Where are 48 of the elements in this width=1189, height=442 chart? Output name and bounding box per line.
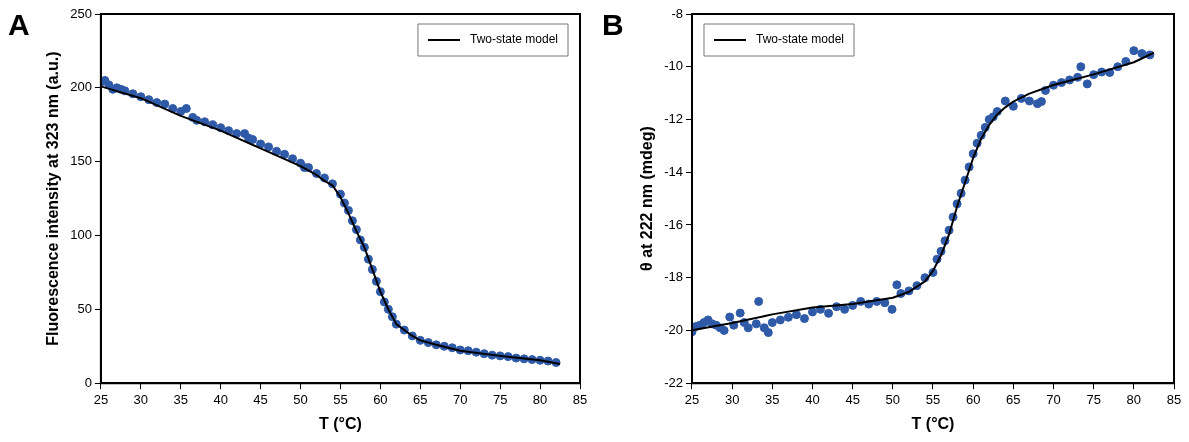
x-tick-label: 30 [724,391,740,407]
x-tick-label: 85 [1166,391,1182,407]
x-tick-label: 25 [684,391,700,407]
x-tick-label: 75 [492,391,508,407]
x-tick-label: 65 [1006,391,1021,407]
x-axis-title: T (°C) [319,414,362,432]
x-tick-label: 80 [1126,391,1142,407]
y-tick-label: -16 [664,216,683,232]
y-tick-label: -22 [664,374,683,390]
y-tick-label: -10 [664,58,683,74]
x-tick-label: 45 [253,391,268,407]
y-tick-label: 150 [70,153,92,169]
x-tick-label: 70 [1046,391,1061,407]
y-tick-label: -20 [664,322,683,338]
y-tick-label: 250 [70,5,92,21]
x-tick-label: 70 [452,391,468,407]
x-tick-label: 25 [93,391,109,407]
x-tick-label: 60 [965,391,981,407]
y-axis-title: θ at 222 nm (mdeg) [638,126,656,271]
x-tick-label: 80 [532,391,548,407]
x-tick-label: 35 [765,391,780,407]
y-axis-title: Fluorescence intensity at 323 nm (a.u.) [44,51,62,346]
x-axis-title: T (°C) [911,414,955,432]
x-tick-label: 60 [373,391,388,407]
y-tick-label: -8 [671,5,683,21]
y-tick-label: -14 [664,163,683,179]
x-tick-label: 85 [572,391,588,407]
y-tick-label: -12 [664,111,683,127]
y-tick-label: 50 [77,300,92,316]
x-tick-label: 40 [213,391,228,407]
x-tick-label: 55 [925,391,941,407]
legend-label: Two-state model [755,32,845,47]
y-tick-label: 200 [70,79,92,95]
x-tick-label: 50 [885,391,901,407]
y-tick-label: 100 [70,227,92,243]
y-tick-label: 0 [84,374,92,390]
x-tick-label: 75 [1086,391,1101,407]
x-tick-label: 30 [133,391,149,407]
text: A [8,8,30,42]
x-tick-label: 55 [333,391,348,407]
legend-label: Two-state model [469,32,559,47]
y-tick-label: -18 [664,269,683,285]
x-tick-label: 65 [413,391,428,407]
x-tick-label: 45 [845,391,860,407]
x-tick-label: 40 [805,391,820,407]
x-tick-label: 35 [173,391,188,407]
text: B [602,8,624,42]
x-tick-label: 50 [293,391,308,407]
